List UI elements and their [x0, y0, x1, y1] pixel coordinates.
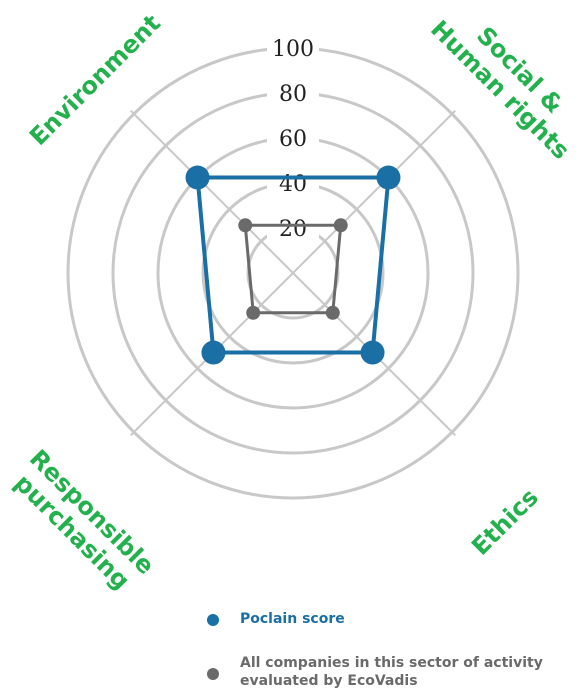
tick-label-60: 60 [279, 127, 307, 152]
tick-label-bg-20 [267, 217, 319, 239]
series-0-point-1 [376, 165, 401, 190]
category-label-2: Ethics [466, 483, 544, 561]
series-line-0 [195, 175, 391, 355]
spoke-1 [292, 110, 456, 274]
legend-label-poclain: Poclain score [240, 611, 345, 627]
category-label-1: Social &Human rights [425, 0, 587, 165]
legend-label-sector: All companies in this sector of activity… [240, 655, 543, 689]
series-1-point-1 [333, 218, 348, 233]
legend-item-sector: All companies in this sector of activity… [207, 654, 580, 690]
tick-label-bg-100 [267, 37, 319, 59]
legend-item-poclain: Poclain score [207, 610, 420, 628]
category-label-0: Environment [24, 9, 166, 151]
tick-label-80: 80 [279, 82, 307, 107]
spoke-0 [130, 110, 294, 274]
tick-label-20: 20 [279, 217, 307, 242]
legend-dot-poclain [207, 614, 219, 626]
series-1-point-3 [246, 305, 261, 320]
category-label-3: Responsiblepurchasing [4, 444, 160, 600]
series-0-point-3 [201, 340, 226, 365]
tick-label-bg-60 [267, 127, 319, 149]
series-0-point-2 [360, 340, 385, 365]
radar-chart: 20 40 60 80 100 Environment Social &Human righ… [4, 0, 587, 600]
legend: Poclain score All companies in this sect… [0, 600, 587, 700]
tick-label-100: 100 [272, 37, 314, 62]
series-1-point-2 [325, 305, 340, 320]
legend-dot-sector [207, 668, 219, 680]
series-1-point-0 [238, 218, 253, 233]
series-0-point-0 [185, 165, 210, 190]
tick-label-bg-80 [267, 82, 319, 104]
